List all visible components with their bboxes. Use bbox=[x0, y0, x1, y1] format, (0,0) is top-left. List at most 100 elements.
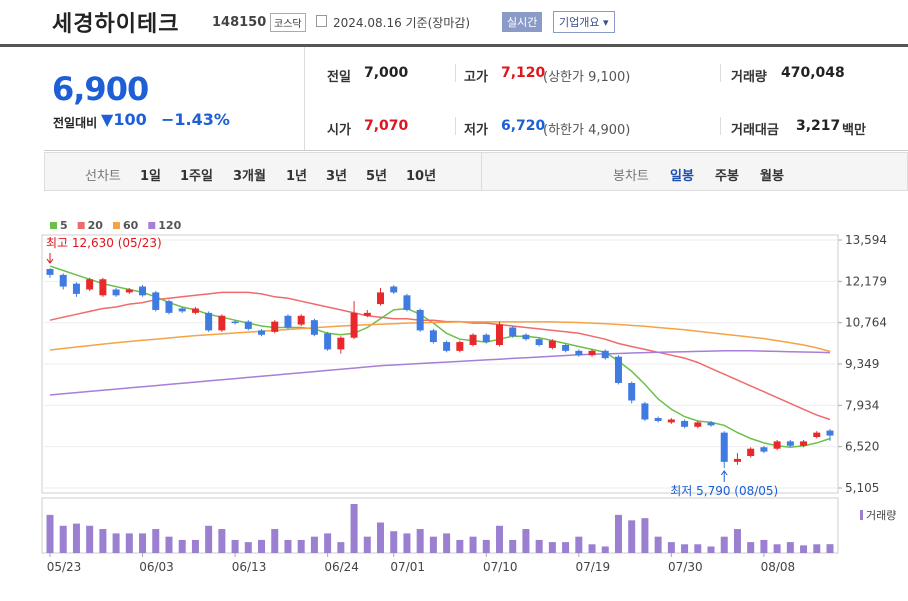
tab[interactable]: 1일 bbox=[140, 169, 162, 184]
volume-bar bbox=[614, 514, 622, 553]
candle-body bbox=[760, 447, 768, 452]
company-button[interactable]: 기업개요 ▾ bbox=[553, 11, 615, 33]
candle-body bbox=[363, 312, 371, 316]
realtime-button[interactable]: 실시간 bbox=[502, 12, 543, 32]
item-label: 거래량 bbox=[731, 70, 767, 85]
volume-frame bbox=[41, 497, 839, 554]
candle-body bbox=[271, 321, 279, 332]
chart: 13,594 12,179 10,764 9,349 7,934 6,520 5,105 5 2… bbox=[41, 219, 896, 574]
item-value: 7,120 bbox=[501, 65, 546, 81]
tab[interactable]: 5년 bbox=[366, 169, 388, 184]
volume-bar bbox=[429, 536, 437, 553]
volume-bar bbox=[786, 542, 794, 553]
tab[interactable]: 주봉 bbox=[715, 169, 739, 184]
y-tick-label: 10,764 bbox=[845, 316, 887, 330]
x-tick-label: 06/03 bbox=[139, 560, 174, 574]
item-label: 거래대금 bbox=[731, 123, 779, 138]
x-tick-label: 07/10 bbox=[483, 560, 518, 574]
x-tick-label: 07/01 bbox=[390, 560, 425, 574]
volume-bar bbox=[390, 531, 398, 553]
candle-body bbox=[178, 308, 186, 312]
volume-bar bbox=[628, 520, 636, 553]
candle-body bbox=[562, 344, 570, 351]
candle-body bbox=[786, 441, 794, 446]
candle-body bbox=[337, 337, 345, 350]
volume-bar bbox=[86, 525, 94, 553]
candle-body bbox=[826, 430, 834, 436]
item-value: 7,000 bbox=[364, 65, 409, 81]
tab[interactable]: 3년 bbox=[326, 169, 348, 184]
candle-body bbox=[443, 342, 451, 351]
volume-bar bbox=[522, 529, 530, 553]
candle-body bbox=[416, 309, 424, 331]
candle-body bbox=[614, 356, 622, 383]
item-label: 저가 bbox=[464, 123, 488, 138]
tab[interactable]: 1주일 bbox=[180, 169, 213, 184]
candle-body bbox=[641, 403, 649, 420]
volume-bar bbox=[588, 544, 596, 553]
volume-bar bbox=[694, 544, 702, 553]
candle-body bbox=[284, 315, 292, 328]
header bbox=[0, 0, 908, 47]
candle-body bbox=[509, 327, 517, 337]
volume-bar bbox=[191, 539, 199, 553]
volume-bar bbox=[271, 529, 279, 553]
candle-body bbox=[139, 286, 147, 296]
candle-body bbox=[773, 441, 781, 449]
tab-group-label: 선차트 bbox=[85, 169, 121, 184]
volume-bar bbox=[773, 544, 781, 553]
item-label: 전일 bbox=[327, 70, 351, 85]
candle-body bbox=[205, 312, 213, 331]
candle-body bbox=[429, 330, 437, 343]
volume-bar bbox=[403, 533, 411, 553]
tab[interactable]: 1년 bbox=[286, 169, 308, 184]
tab[interactable]: 10년 bbox=[406, 169, 437, 184]
tab[interactable]: 월봉 bbox=[760, 169, 784, 184]
x-tick-label: 06/13 bbox=[232, 560, 267, 574]
item-note: (상한가 9,100) bbox=[543, 70, 631, 85]
candle-body bbox=[522, 334, 530, 340]
candle-body bbox=[588, 350, 596, 356]
y-tick-label: 12,179 bbox=[845, 274, 887, 288]
x-tick-label: 06/24 bbox=[324, 560, 359, 574]
volume-bar bbox=[112, 533, 120, 553]
candle-body bbox=[390, 286, 398, 293]
volume-bar bbox=[813, 544, 821, 553]
volume-bar bbox=[99, 529, 107, 553]
divider bbox=[720, 117, 721, 135]
volume-bar bbox=[641, 518, 649, 553]
candle-body bbox=[218, 315, 226, 331]
date: 2024.08.16 기준(장마감) bbox=[333, 14, 470, 31]
candle-body bbox=[482, 334, 490, 343]
change-value: 100 bbox=[113, 110, 147, 129]
item-value: 7,070 bbox=[364, 118, 409, 134]
x-tick-label: 05/23 bbox=[47, 560, 82, 574]
candle-body bbox=[191, 308, 199, 313]
candle-body bbox=[681, 420, 689, 427]
item-unit: 백만 bbox=[842, 123, 866, 138]
candle-body bbox=[800, 441, 808, 446]
volume-bar bbox=[284, 539, 292, 553]
candle-body bbox=[112, 289, 120, 296]
tab[interactable]: 3개월 bbox=[233, 169, 266, 184]
volume-bar bbox=[733, 529, 741, 553]
divider bbox=[720, 64, 721, 82]
volume-bar bbox=[258, 539, 266, 553]
stock-code: 148150 bbox=[212, 15, 267, 30]
volume-bar bbox=[324, 533, 332, 553]
stock-name: 세경하이테크 bbox=[52, 12, 180, 37]
tab[interactable]: 일봉 bbox=[670, 169, 694, 184]
volume-bar bbox=[681, 544, 689, 553]
candle-body bbox=[72, 283, 80, 294]
tab-group-label: 봉차트 bbox=[613, 169, 649, 184]
item-value: 470,048 bbox=[781, 65, 845, 81]
candle-body bbox=[654, 418, 662, 421]
candle-body bbox=[125, 289, 133, 293]
market-badge: 코스닥 bbox=[270, 13, 306, 32]
ma-line bbox=[49, 291, 831, 421]
volume-bar bbox=[747, 542, 755, 553]
candle-body bbox=[601, 350, 609, 359]
candle-body bbox=[165, 301, 173, 313]
candle-body bbox=[86, 279, 94, 290]
item-note: (하한가 4,900) bbox=[543, 123, 631, 138]
